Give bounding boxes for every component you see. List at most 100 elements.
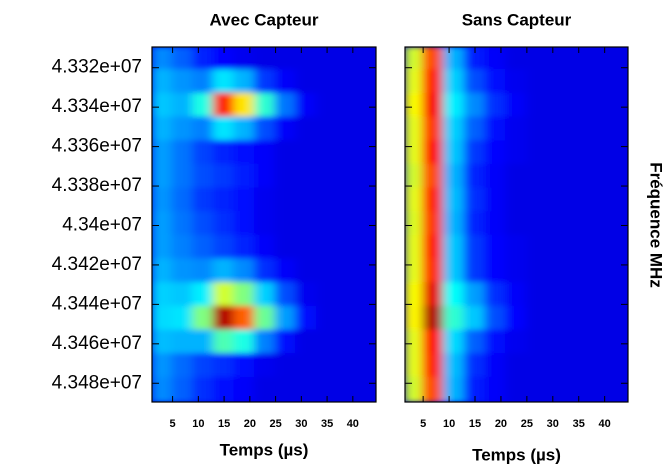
heatmap-cell bbox=[525, 305, 549, 331]
heatmap-cell bbox=[212, 187, 236, 213]
heatmap-cell bbox=[608, 187, 628, 213]
heatmap-cell bbox=[422, 69, 445, 94]
heatmap-cell bbox=[274, 282, 298, 307]
heatmap-cell bbox=[212, 282, 236, 307]
heatmap-cell bbox=[484, 92, 508, 118]
heatmap-cell bbox=[295, 329, 318, 355]
heatmap-cell bbox=[192, 234, 215, 260]
heatmap-cell bbox=[315, 305, 339, 331]
heatmap-cell bbox=[567, 353, 591, 378]
heatmap-cell bbox=[192, 282, 215, 307]
heatmap-cell bbox=[315, 282, 339, 307]
heatmap-cell bbox=[608, 353, 628, 378]
heatmap-cell bbox=[336, 163, 359, 189]
heatmap-cell bbox=[608, 305, 628, 331]
heatmap-cell bbox=[422, 234, 445, 260]
heatmap-cell bbox=[253, 305, 277, 331]
heatmap-cell bbox=[588, 140, 611, 165]
heatmap-cell bbox=[525, 187, 549, 213]
heatmap-cell bbox=[274, 305, 298, 331]
heatmap-cell bbox=[171, 187, 195, 213]
heatmap-cell bbox=[546, 211, 570, 236]
heatmap-cell bbox=[588, 258, 611, 284]
heatmap-cell bbox=[608, 376, 628, 402]
heatmap-cell bbox=[253, 376, 277, 402]
heatmap-cell bbox=[274, 140, 298, 165]
heatmap-cell bbox=[442, 47, 466, 71]
heatmap-cell bbox=[525, 353, 549, 378]
heatmap-cell bbox=[422, 211, 445, 236]
heatmap-cell bbox=[315, 140, 339, 165]
y-tick-label: 4.332e+07 bbox=[52, 57, 142, 78]
heatmap-cell bbox=[253, 116, 277, 142]
heatmap-cell bbox=[405, 187, 425, 213]
heatmap-cell bbox=[192, 69, 215, 94]
heatmap-cell bbox=[274, 116, 298, 142]
heatmap-cell bbox=[356, 163, 376, 189]
heatmap-cell bbox=[546, 47, 570, 71]
heatmap-cell bbox=[505, 116, 528, 142]
heatmap-cell bbox=[274, 47, 298, 71]
heatmap-cell bbox=[405, 305, 425, 331]
heatmap-cell bbox=[608, 92, 628, 118]
plot-frame bbox=[404, 46, 629, 403]
heatmap-cell bbox=[442, 92, 466, 118]
heatmap-cell bbox=[356, 92, 376, 118]
heatmap-cell bbox=[463, 234, 487, 260]
heatmap-cell bbox=[192, 353, 215, 378]
heatmap-cell bbox=[315, 187, 339, 213]
heatmap-cell bbox=[567, 140, 591, 165]
heatmap-cell bbox=[525, 163, 549, 189]
heatmap-cell bbox=[567, 376, 591, 402]
heatmap-cell bbox=[567, 282, 591, 307]
heatmap-cell bbox=[608, 116, 628, 142]
heatmap-cell bbox=[315, 92, 339, 118]
heatmap-cell bbox=[336, 211, 359, 236]
x-tick-label: 30 bbox=[547, 418, 559, 430]
heatmap-cell bbox=[422, 116, 445, 142]
heatmap-cell bbox=[463, 353, 487, 378]
heatmap-cell bbox=[212, 69, 236, 94]
heatmap-cell bbox=[315, 69, 339, 94]
heatmap-cell bbox=[505, 140, 528, 165]
heatmap-cell bbox=[253, 258, 277, 284]
heatmap-cell bbox=[253, 234, 277, 260]
heatmap-cell bbox=[546, 282, 570, 307]
heatmap-cell bbox=[588, 92, 611, 118]
heatmap-cell bbox=[336, 376, 359, 402]
heatmap-cell bbox=[484, 116, 508, 142]
heatmap-cell bbox=[171, 69, 195, 94]
heatmap-cell bbox=[212, 376, 236, 402]
heatmap-cell bbox=[405, 163, 425, 189]
heatmap-cell bbox=[608, 140, 628, 165]
heatmap-cell bbox=[212, 305, 236, 331]
heatmap-cell bbox=[274, 376, 298, 402]
heatmap-cell bbox=[233, 211, 256, 236]
heatmap-cell bbox=[336, 47, 359, 71]
x-tick-label: 30 bbox=[295, 418, 307, 430]
heatmap-cell bbox=[295, 282, 318, 307]
heatmap-cell bbox=[484, 163, 508, 189]
heatmap-cell bbox=[212, 211, 236, 236]
heatmap-cell bbox=[422, 353, 445, 378]
heatmap-cell bbox=[171, 234, 195, 260]
heatmap-cell bbox=[422, 163, 445, 189]
heatmap-cell bbox=[505, 282, 528, 307]
heatmap-cell bbox=[546, 140, 570, 165]
heatmap-cell bbox=[336, 329, 359, 355]
heatmap-cell bbox=[567, 163, 591, 189]
heatmap-cell bbox=[422, 92, 445, 118]
heatmap-cell bbox=[356, 140, 376, 165]
heatmap-cell bbox=[171, 163, 195, 189]
heatmap-cell bbox=[546, 92, 570, 118]
heatmap-cell bbox=[608, 163, 628, 189]
heatmap-cell bbox=[525, 69, 549, 94]
heatmap-cell bbox=[171, 211, 195, 236]
heatmap-cell bbox=[588, 47, 611, 71]
heatmap-cell bbox=[274, 211, 298, 236]
heatmap-cell bbox=[253, 353, 277, 378]
heatmap-cell bbox=[233, 163, 256, 189]
heatmap-cell bbox=[152, 329, 174, 355]
y-tick-label: 4.334e+07 bbox=[52, 96, 142, 117]
heatmap-cell bbox=[505, 305, 528, 331]
